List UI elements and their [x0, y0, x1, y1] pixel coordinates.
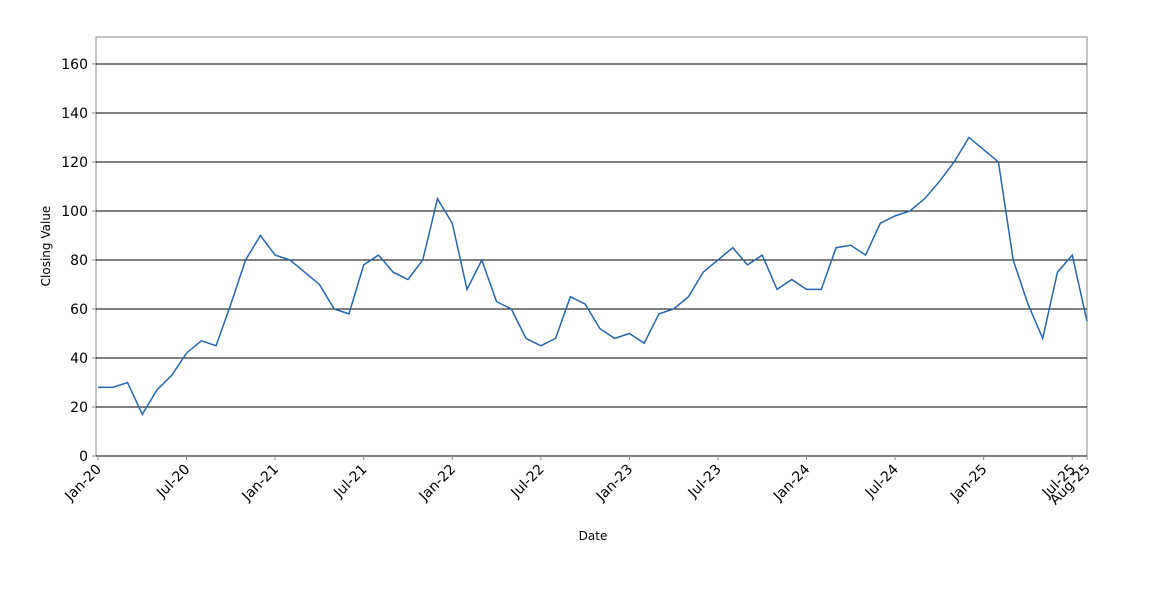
x-tick-label: Jul-20	[153, 462, 193, 502]
y-tick-label: 140	[61, 106, 88, 122]
y-tick-label: 20	[70, 400, 88, 416]
x-tick-label: Jan-24	[770, 461, 814, 505]
x-tick-label: Jan-23	[593, 462, 636, 505]
x-tick-label: Jan-21	[239, 462, 282, 505]
y-tick-label: 100	[61, 204, 88, 220]
y-tick-label: 60	[70, 302, 88, 318]
line-series	[98, 136, 1088, 416]
y-tick-label: 120	[61, 155, 88, 171]
x-tick-label: Jul-24	[862, 461, 902, 501]
x-tick-label: Jul-23	[685, 462, 725, 502]
y-axis-title: Closing Value	[39, 206, 53, 287]
x-axis-title: Date	[579, 529, 608, 543]
y-tick-label: 160	[61, 57, 88, 73]
plot-area	[95, 36, 1088, 457]
y-tick-label: 80	[70, 253, 88, 269]
x-tick-label: Jan-25	[947, 462, 990, 505]
x-tick-label: Jul-21	[330, 462, 370, 502]
y-tick-label: 40	[70, 351, 88, 367]
x-tick-label: Jan-20	[61, 462, 104, 505]
x-tick-label: Jul-22	[508, 462, 548, 502]
x-tick-label: Jan-22	[416, 462, 459, 505]
y-tick-label: 0	[79, 449, 88, 465]
